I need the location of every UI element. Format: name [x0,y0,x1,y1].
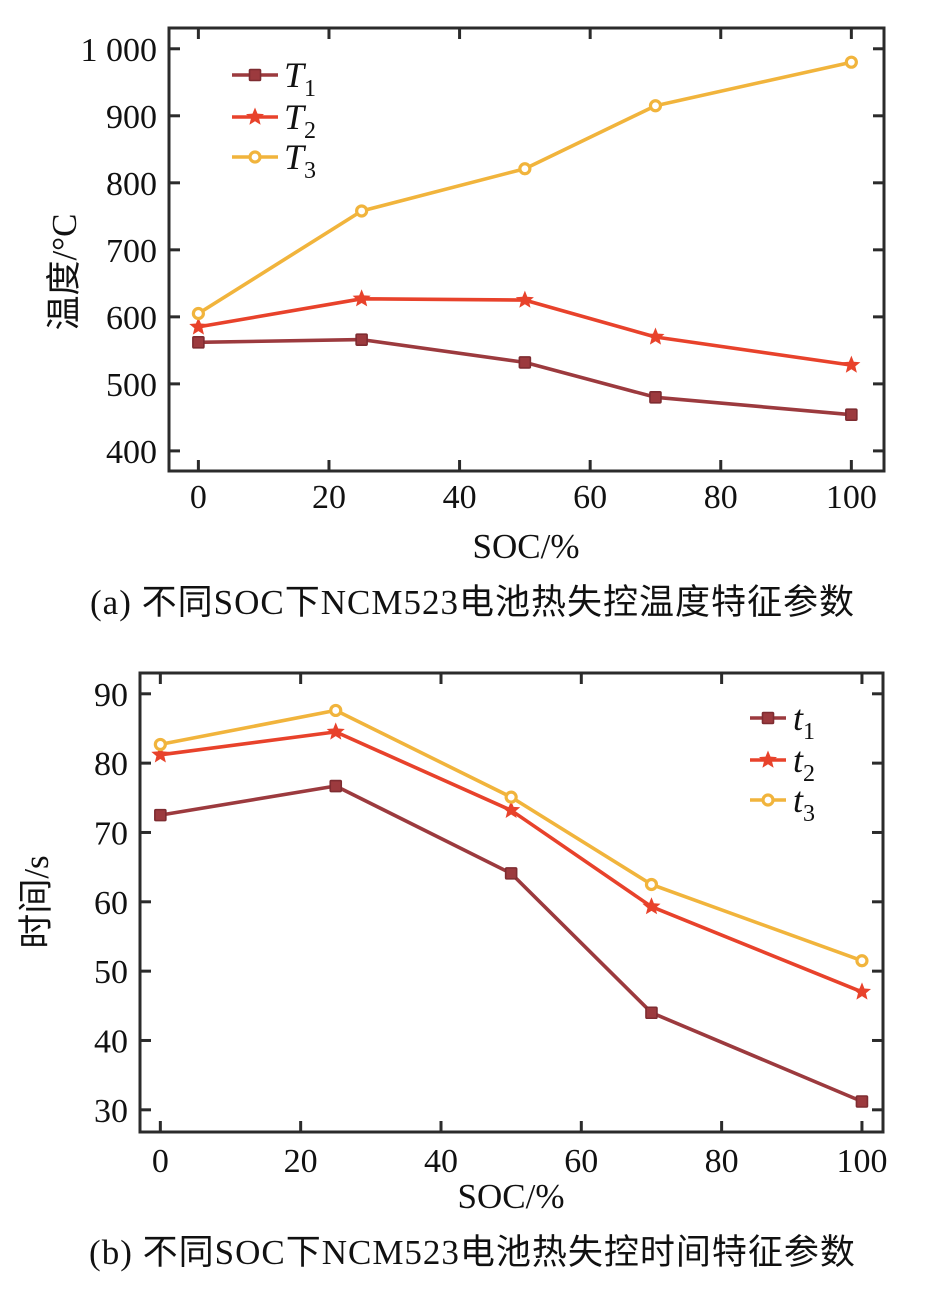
legend-t1-label: t1 [793,698,815,745]
chart-b-canvas: 0 20 40 60 80 100 30 40 50 60 70 80 90 SOC/% 时间/s t1t2t… [17,671,887,1216]
series-T3-marker [355,204,369,218]
series-t2-marker [642,897,661,915]
x-axis-title: SOC/% [473,527,580,566]
x-tick-label: 60 [564,1143,598,1180]
x-tick-label: 60 [573,479,607,516]
legend-T3-label: T3 [284,137,316,184]
legend-t3-label: t3 [793,780,815,827]
series-T2-marker [842,355,861,373]
x-tick-label: 20 [284,1143,318,1180]
series-t2-marker [151,745,170,763]
series-t1-marker [329,779,343,793]
series-T2-marker [352,289,371,307]
series-t1-line [158,784,864,1104]
series-T2-line [196,296,854,367]
series-T2-marker [646,327,665,345]
x-tick-label: 40 [424,1143,458,1180]
y-tick-label: 800 [106,166,157,203]
series-t3-marker [644,877,659,892]
series-t3-marker [153,737,167,752]
series-T1-marker [845,408,858,422]
chart-a-caption: (a) 不同SOC下NCM523电池热失控温度特征参数 [90,583,855,622]
legend-t2-label: t2 [793,740,815,787]
series-t3-marker [504,790,518,804]
x-tick-label: 0 [152,1143,169,1180]
series-t3-marker [855,954,869,968]
legend-T1-label: T1 [284,55,316,102]
x-tick-label: 100 [836,1143,887,1180]
plot-frame [167,26,886,473]
series-T2-marker [189,317,208,335]
legend-T1-marker [248,68,262,82]
y-tick-label: 400 [106,434,157,471]
series-T3-marker [648,99,663,113]
series-t1-marker [855,1095,869,1108]
x-tick-label: 100 [826,479,877,516]
y-tick-label: 50 [94,954,128,991]
series-T3-marker [844,55,858,69]
x-axis-title: SOC/% [458,1177,565,1216]
series-t1-marker [504,867,518,880]
legend-t2-marker [759,750,777,768]
legend-T3-marker [248,150,262,164]
y-tick-label: 60 [94,885,128,922]
y-axis-title: 温度/°C [45,213,84,330]
series-t1-marker [154,808,167,822]
series-T3-marker [518,162,532,176]
x-tick-label: 20 [312,479,346,516]
x-tick-label: 40 [443,479,477,516]
x-tick-label: 0 [190,479,207,516]
y-tick-label: 30 [94,1093,128,1130]
legend-T2-marker [246,107,264,125]
series-t2-marker [852,982,871,1000]
y-tick-label: 40 [94,1023,128,1060]
series-T1-marker [649,390,662,404]
y-tick-label: 90 [94,677,128,714]
series-t2-marker [326,722,345,740]
y-tick-label: 500 [106,367,157,404]
series-t1-marker [645,1006,658,1020]
y-tick-label: 700 [106,233,157,270]
y-tick-label: 900 [106,99,157,136]
y-tick-label: 600 [106,300,157,337]
series-t3-marker [329,703,343,718]
series-T3-marker [191,306,205,321]
x-tick-label: 80 [705,1143,739,1180]
legend-t3-marker [761,793,775,807]
series-t3-line [158,708,864,963]
series-T1-marker [192,336,205,349]
y-tick-label: 70 [94,815,128,852]
series-t2-line [158,730,864,994]
chart-a-canvas: 0 20 40 60 80 100 400 500 600 700 800 900 1 000 SOC/%… [45,26,886,566]
y-tick-label: 1 000 [81,32,158,69]
series-T1-marker [518,356,532,369]
series-t2-marker [502,800,521,818]
series-T2-marker [515,290,534,308]
legend-T2-label: T2 [284,97,316,144]
y-tick-label: 80 [94,746,128,783]
series-T1-marker [355,333,368,346]
legend-t1-marker [761,711,775,725]
y-axis-title: 时间/s [17,855,56,948]
x-tick-label: 80 [704,479,738,516]
chart-b-caption: (b) 不同SOC下NCM523电池热失控时间特征参数 [89,1233,856,1272]
